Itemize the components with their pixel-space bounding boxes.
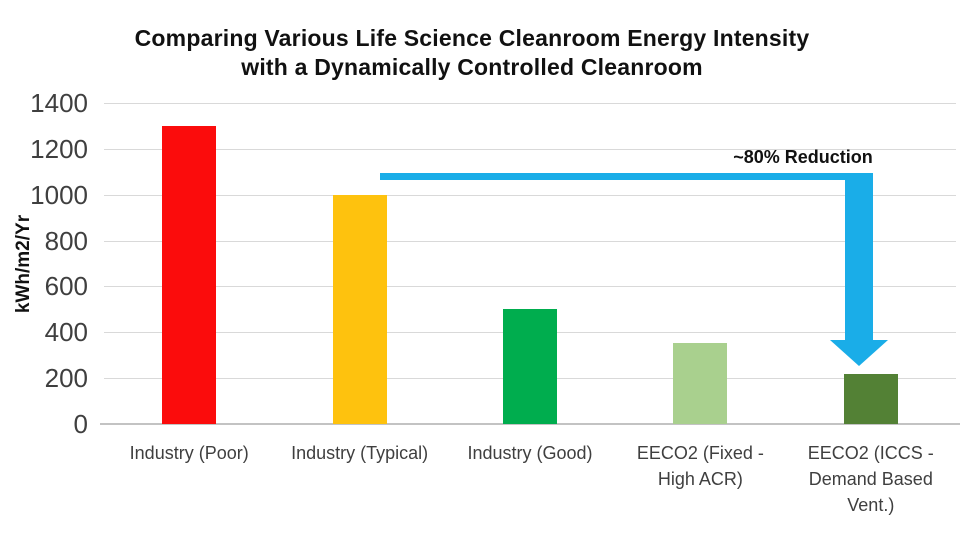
y-tick-label-600: 600 <box>44 271 88 302</box>
y-axis-ticks: 0 200 400 600 800 1000 1200 1400 <box>0 0 88 540</box>
gridline-1400 <box>104 103 956 104</box>
x-axis-label-4: EECO2 (Fixed - High ACR) <box>611 440 789 492</box>
y-tick-label-1200: 1200 <box>30 133 88 164</box>
bar-industry-good <box>503 309 557 424</box>
reduction-arrow-horizontal <box>379 173 873 181</box>
x-axis-label-3: Industry (Good) <box>441 440 619 466</box>
y-tick-label-1000: 1000 <box>30 179 88 210</box>
y-tick-label-0: 0 <box>73 409 88 439</box>
y-tick-label-400: 400 <box>44 317 88 348</box>
reduction-arrow-head <box>829 339 888 366</box>
y-tick-label-800: 800 <box>44 225 88 256</box>
gridline-1200 <box>104 148 956 150</box>
x-axis-labels: Industry (Poor) Industry (Typical) Industr… <box>104 440 956 536</box>
x-axis-label-5: EECO2 (ICCS - Demand Based Vent.) <box>782 440 960 518</box>
chart-title-line1: Comparing Various Life Science Cleanroom… <box>134 25 810 51</box>
gridline-600 <box>104 286 956 288</box>
x-axis-label-1: Industry (Poor) <box>100 440 278 466</box>
x-axis-label-line: EECO2 (ICCS - <box>807 443 934 463</box>
x-axis-label-line: Demand Based <box>808 469 933 489</box>
chart-title: Comparing Various Life Science Cleanroom… <box>0 24 944 82</box>
chart-title-line2: with a Dynamically Controlled Cleanroom <box>241 54 703 80</box>
x-axis-line <box>100 423 960 425</box>
x-axis-label-line: Industry (Poor) <box>129 443 249 463</box>
reduction-annotation-label: ~80% Reduction <box>733 147 873 168</box>
gridline-800 <box>104 240 956 242</box>
reduction-arrow-shaft <box>844 173 873 340</box>
bar-eeco2-iccs-demand-based-vent <box>843 373 898 424</box>
x-axis-label-line: Industry (Good) <box>467 443 593 463</box>
x-axis-label-line: Industry (Typical) <box>291 443 429 463</box>
y-tick-label-1400: 1400 <box>30 88 88 118</box>
x-axis-label-2: Industry (Typical) <box>271 440 449 466</box>
bar-industry-poor <box>162 125 217 424</box>
y-tick-label-200: 200 <box>44 363 88 394</box>
gridline-1000 <box>104 194 956 196</box>
x-axis-label-line: Vent.) <box>847 495 895 515</box>
bar-industry-typical <box>332 194 387 424</box>
plot-area: ~80% Reduction <box>100 103 960 425</box>
x-axis-label-line: EECO2 (Fixed - <box>636 443 764 463</box>
x-axis-label-line: High ACR) <box>657 469 743 489</box>
bar-eeco2-fixed-high-acr <box>673 342 728 424</box>
